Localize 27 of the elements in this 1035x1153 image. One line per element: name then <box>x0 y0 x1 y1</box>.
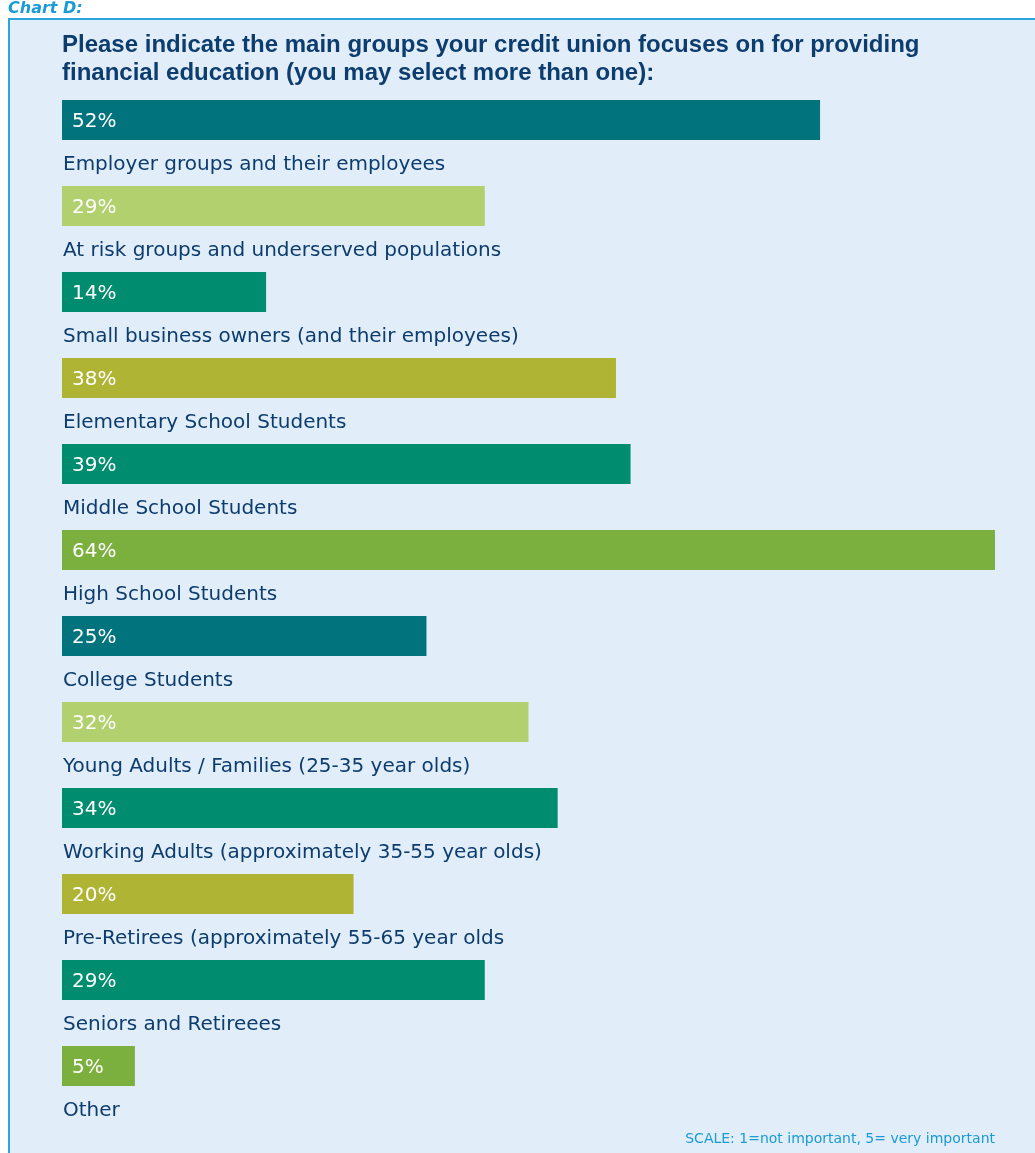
annotation: SCALE: 1=not important, 5= very important <box>685 1130 995 1146</box>
y-tick-label: Other <box>63 1097 121 1121</box>
data-label: 32% <box>72 710 117 734</box>
text: Chart D: <box>8 0 83 17</box>
chart-title: Please indicate the main groups your credit union focuses on for providing financial education (you may select more than one): <box>62 30 921 86</box>
y-tick-label: Working Adults (approximately 35-55 year olds) <box>63 839 542 863</box>
y-tick-label: Elementary School Students <box>63 409 347 433</box>
y-tick-label: College Students <box>63 667 234 691</box>
data-label: 34% <box>72 796 117 820</box>
data-label: 52% <box>72 108 117 132</box>
y-tick-label: Seniors and Retireees <box>63 1011 282 1035</box>
data-label: 20% <box>72 882 117 906</box>
data-label: 64% <box>72 538 117 562</box>
data-label: 29% <box>72 194 117 218</box>
y-tick-label: At risk groups and underserved populations <box>63 237 502 261</box>
y-tick-label: Employer groups and their employees <box>63 151 446 175</box>
y-tick-label: Small business owners (and their employees) <box>63 323 519 347</box>
data-label: 38% <box>72 366 117 390</box>
data-label: 14% <box>72 280 117 304</box>
y-tick-label: Middle School Students <box>63 495 298 519</box>
data-label: 5% <box>72 1054 104 1078</box>
y-tick-label: Pre-Retirees (approximately 55-65 year olds <box>63 925 505 949</box>
data-label: 29% <box>72 968 117 992</box>
y-tick-label: Young Adults / Families (25-35 year olds) <box>62 753 471 777</box>
data-label: 25% <box>72 624 117 648</box>
data-label: 39% <box>72 452 117 476</box>
y-tick-label: High School Students <box>63 581 278 605</box>
